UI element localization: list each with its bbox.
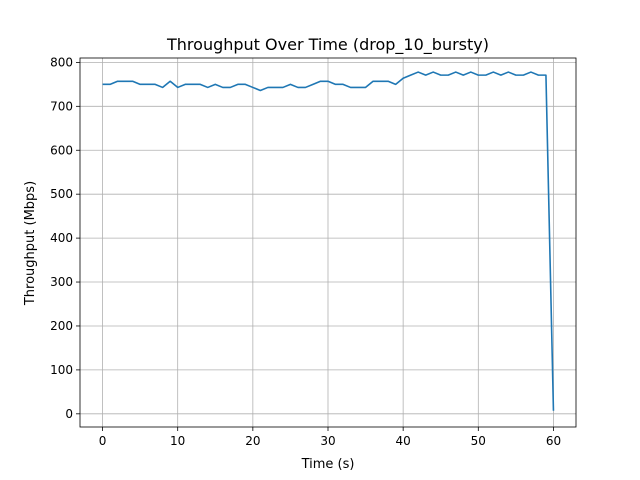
x-tick-label: 10	[170, 434, 185, 448]
y-tick-label: 800	[50, 55, 73, 69]
x-tick-label: 30	[320, 434, 335, 448]
y-tick-label: 500	[50, 187, 73, 201]
x-tick-label: 60	[546, 434, 561, 448]
chart-title: Throughput Over Time (drop_10_bursty)	[166, 35, 489, 55]
x-tick-label: 0	[99, 434, 107, 448]
y-tick-label: 300	[50, 275, 73, 289]
x-tick-label: 20	[245, 434, 260, 448]
y-tick-label: 700	[50, 99, 73, 113]
y-tick-label: 600	[50, 143, 73, 157]
y-tick-label: 0	[65, 407, 73, 421]
y-tick-label: 200	[50, 319, 73, 333]
x-tick-label: 40	[396, 434, 411, 448]
y-tick-label: 100	[50, 363, 73, 377]
y-tick-label: 400	[50, 231, 73, 245]
series-layer	[102, 71, 555, 411]
x-tick-label: 50	[471, 434, 486, 448]
y-axis-ticks: 0 100 200 300 400 500 600 700 800	[50, 55, 80, 421]
grid-lines	[80, 58, 576, 427]
x-axis-label: Time (s)	[301, 457, 355, 472]
series-line	[102, 71, 555, 411]
x-axis-ticks: 0 10 20 30 40 50 60	[99, 427, 561, 448]
y-axis-label: Throughput (Mbps)	[23, 181, 38, 306]
